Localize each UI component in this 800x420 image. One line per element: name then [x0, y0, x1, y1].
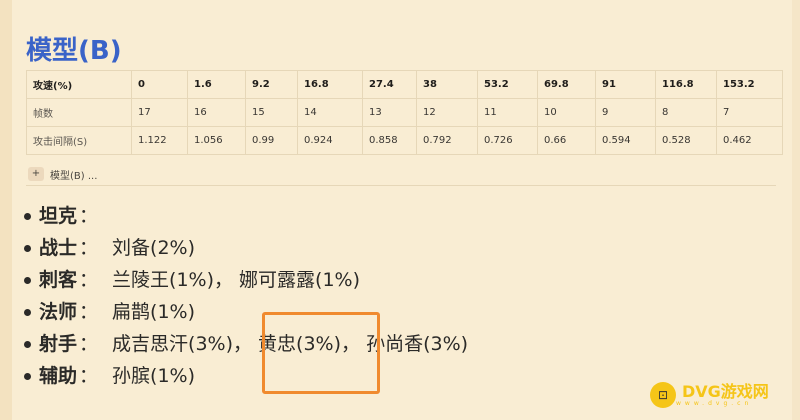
- table-cell[interactable]: 9: [595, 98, 656, 127]
- table-cell[interactable]: 116.8: [655, 70, 717, 99]
- table-cell[interactable]: 15: [245, 98, 298, 127]
- colon: ：: [79, 365, 99, 387]
- table-row: 攻击间隔(S) 1.122 1.056 0.99 0.924 0.858 0.792 0.72…: [26, 126, 783, 155]
- colon: ：: [79, 237, 99, 259]
- add-row-button[interactable]: + 模型(B) ...: [26, 163, 776, 186]
- colon: ：: [79, 269, 99, 291]
- list-item: 射手：成吉思汗(3%)， 黄忠(3%)， 孙尚香(3%): [24, 328, 468, 360]
- table-cell[interactable]: 0.594: [595, 126, 656, 155]
- colon: ：: [79, 205, 99, 227]
- table-cell[interactable]: 53.2: [477, 70, 538, 99]
- table-row: 攻速(%) 0 1.6 9.2 16.8 27.4 38 53.2 69.8 91 116.8 153…: [26, 70, 783, 99]
- table-cell[interactable]: 11: [477, 98, 538, 127]
- table-cell[interactable]: 38: [416, 70, 478, 99]
- row-header-cell[interactable]: 攻击间隔(S): [26, 126, 132, 155]
- hero-name: 孙尚香(3%): [366, 333, 469, 355]
- hero-name: 扁鹊(1%): [112, 301, 195, 323]
- plus-icon: +: [28, 167, 44, 181]
- watermark-url: www.dvg.cn: [676, 399, 753, 407]
- watermark-logo: ⊡ DVG游戏网 www.dvg.cn: [650, 382, 769, 408]
- page-title: 模型(B): [26, 36, 122, 66]
- role-label: 辅助: [39, 365, 78, 387]
- table-cell[interactable]: 1.122: [131, 126, 188, 155]
- separator: ，: [233, 333, 259, 355]
- table-cell[interactable]: 9.2: [245, 70, 298, 99]
- table-cell[interactable]: 13: [362, 98, 417, 127]
- gamepad-icon: ⊡: [650, 382, 676, 408]
- hero-name: 兰陵王(1%): [112, 269, 214, 291]
- separator: ，: [214, 269, 240, 291]
- table-cell[interactable]: 0: [131, 70, 188, 99]
- table-cell[interactable]: 16: [187, 98, 246, 127]
- add-row-label: 模型(B) ...: [50, 170, 98, 182]
- colon: ：: [79, 301, 99, 323]
- list-item: 辅助： 孙膑(1%): [24, 360, 468, 392]
- role-label: 射手: [39, 333, 78, 355]
- right-margin: [792, 0, 800, 420]
- left-margin: [0, 0, 12, 420]
- bullet-icon: [24, 340, 31, 348]
- table-cell[interactable]: 1.6: [187, 70, 246, 99]
- table-cell[interactable]: 0.528: [655, 126, 717, 155]
- table-cell[interactable]: 10: [537, 98, 596, 127]
- table-cell[interactable]: 0.924: [297, 126, 363, 155]
- bullet-icon: [24, 308, 31, 316]
- table-cell[interactable]: 12: [416, 98, 478, 127]
- hero-name: 孙膑(1%): [112, 365, 195, 387]
- table-cell[interactable]: 153.2: [716, 70, 783, 99]
- table-cell[interactable]: 91: [595, 70, 656, 99]
- colon: ：: [79, 333, 99, 355]
- table-cell[interactable]: 69.8: [537, 70, 596, 99]
- table-cell[interactable]: 1.056: [187, 126, 246, 155]
- bullet-icon: [24, 244, 31, 252]
- role-label: 法师: [39, 301, 78, 323]
- table-cell[interactable]: 0.792: [416, 126, 478, 155]
- bullet-icon: [24, 212, 31, 220]
- table-row: 帧数 17 16 15 14 13 12 11 10 9 8 7: [26, 98, 783, 127]
- data-table: 攻速(%) 0 1.6 9.2 16.8 27.4 38 53.2 69.8 91 116.8 153…: [26, 70, 783, 155]
- list-item: 战士： 刘备(2%): [24, 232, 468, 264]
- table-cell[interactable]: 0.462: [716, 126, 783, 155]
- highlight-box: [262, 312, 380, 394]
- hero-name: 黄忠(3%): [258, 333, 342, 355]
- table-cell[interactable]: 14: [297, 98, 363, 127]
- list-item: 坦克：: [24, 200, 468, 232]
- list-item: 刺客： 兰陵王(1%)， 娜可露露(1%): [24, 264, 468, 296]
- row-header-cell[interactable]: 攻速(%): [26, 70, 132, 99]
- role-label: 战士: [39, 237, 78, 259]
- bullet-icon: [24, 276, 31, 284]
- table-cell[interactable]: 27.4: [362, 70, 417, 99]
- hero-name: 成吉思汗(3%): [112, 333, 233, 355]
- role-label: 坦克: [39, 205, 78, 227]
- role-label: 刺客: [39, 269, 78, 291]
- table-cell[interactable]: 16.8: [297, 70, 363, 99]
- table-cell[interactable]: 0.66: [537, 126, 596, 155]
- bullet-icon: [24, 372, 31, 380]
- role-list: 坦克：战士：刘备(2%) 刺客：兰陵王(1%)， 娜可露露(1%) 法师：扁鹊(1%…: [24, 200, 468, 392]
- hero-name: 刘备(2%): [112, 237, 195, 259]
- row-header-cell[interactable]: 帧数: [26, 98, 132, 127]
- hero-name: 娜可露露(1%): [239, 269, 361, 291]
- table-cell[interactable]: 0.99: [245, 126, 298, 155]
- table-cell[interactable]: 17: [131, 98, 188, 127]
- table-cell[interactable]: 7: [716, 98, 783, 127]
- table-cell[interactable]: 8: [655, 98, 717, 127]
- watermark-name: DVG游戏网: [682, 381, 769, 401]
- table-cell[interactable]: 0.726: [477, 126, 538, 155]
- separator: ，: [341, 333, 367, 355]
- list-item: 法师： 扁鹊(1%): [24, 296, 468, 328]
- table-cell[interactable]: 0.858: [362, 126, 417, 155]
